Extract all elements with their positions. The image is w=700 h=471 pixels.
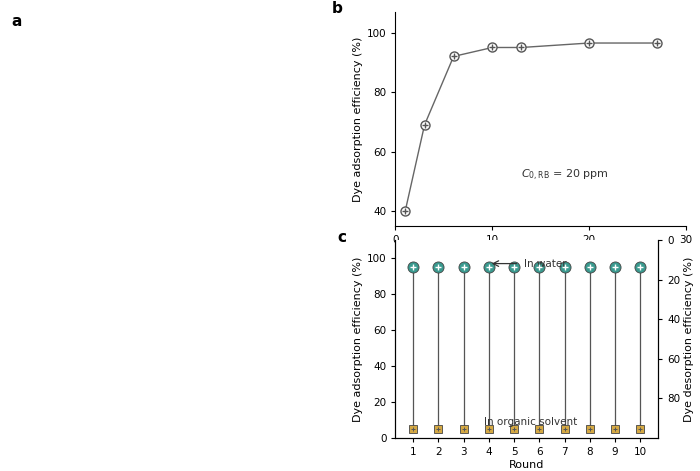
- Y-axis label: Dye desorption efficiency (%): Dye desorption efficiency (%): [685, 256, 694, 422]
- Y-axis label: Dye adsorption efficiency (%): Dye adsorption efficiency (%): [353, 256, 363, 422]
- Text: In water: In water: [524, 259, 567, 268]
- Text: c: c: [337, 230, 346, 245]
- Text: In organic solvent: In organic solvent: [484, 417, 577, 427]
- Text: $C_{\mathregular{0, RB}}$ = 20 ppm: $C_{\mathregular{0, RB}}$ = 20 ppm: [522, 168, 609, 183]
- Text: b: b: [332, 1, 342, 16]
- Text: a: a: [11, 14, 22, 29]
- Y-axis label: Dye adsorption efficiency (%): Dye adsorption efficiency (%): [353, 36, 363, 202]
- X-axis label: Round: Round: [509, 460, 545, 470]
- X-axis label: $C_{\mathregular{HL-HBPs}}$ (mg mL$^{-1}$): $C_{\mathregular{HL-HBPs}}$ (mg mL$^{-1}…: [485, 248, 596, 267]
